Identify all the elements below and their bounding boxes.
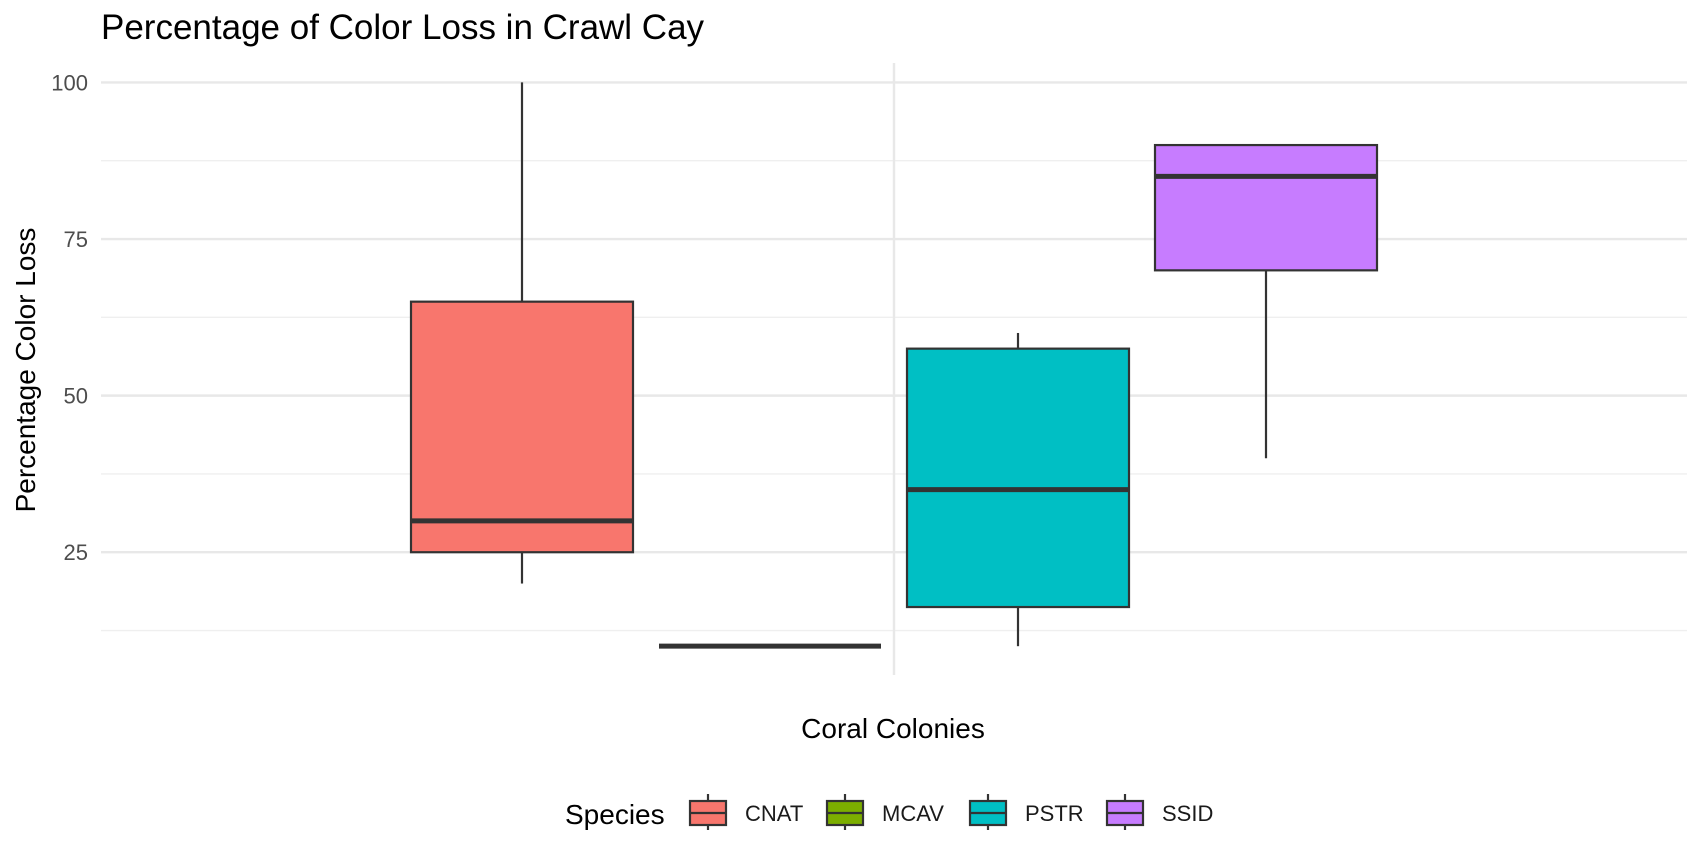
y-axis-ticks: 25 50 75 100	[51, 70, 88, 565]
y-tick-label: 50	[64, 384, 88, 409]
legend-label: CNAT	[745, 801, 803, 826]
y-tick-label: 25	[64, 540, 88, 565]
box-iqr	[905, 347, 1131, 609]
legend-label: SSID	[1162, 801, 1213, 826]
box-ssid	[1153, 143, 1379, 459]
legend-item-cnat: CNAT	[688, 794, 803, 830]
legend-title: Species	[565, 799, 665, 830]
box-cnat	[409, 82, 635, 584]
y-axis-title: Percentage Color Loss	[10, 228, 41, 513]
y-tick-label: 100	[51, 70, 88, 95]
legend-label: PSTR	[1025, 801, 1084, 826]
box-iqr	[1153, 143, 1379, 272]
x-axis-title: Coral Colonies	[801, 713, 985, 744]
boxes	[409, 82, 1379, 649]
box-pstr	[905, 332, 1131, 647]
legend-item-pstr: PSTR	[968, 794, 1084, 830]
y-tick-label: 75	[64, 227, 88, 252]
legend: Species CNAT MCAV PSTR SSID	[565, 794, 1213, 830]
legend-item-ssid: SSID	[1105, 794, 1213, 830]
legend-item-mcav: MCAV	[825, 794, 944, 830]
legend-label: MCAV	[882, 801, 944, 826]
chart-title: Percentage of Color Loss in Crawl Cay	[101, 8, 705, 47]
box-iqr	[409, 300, 635, 554]
grid-lines	[101, 63, 1687, 675]
